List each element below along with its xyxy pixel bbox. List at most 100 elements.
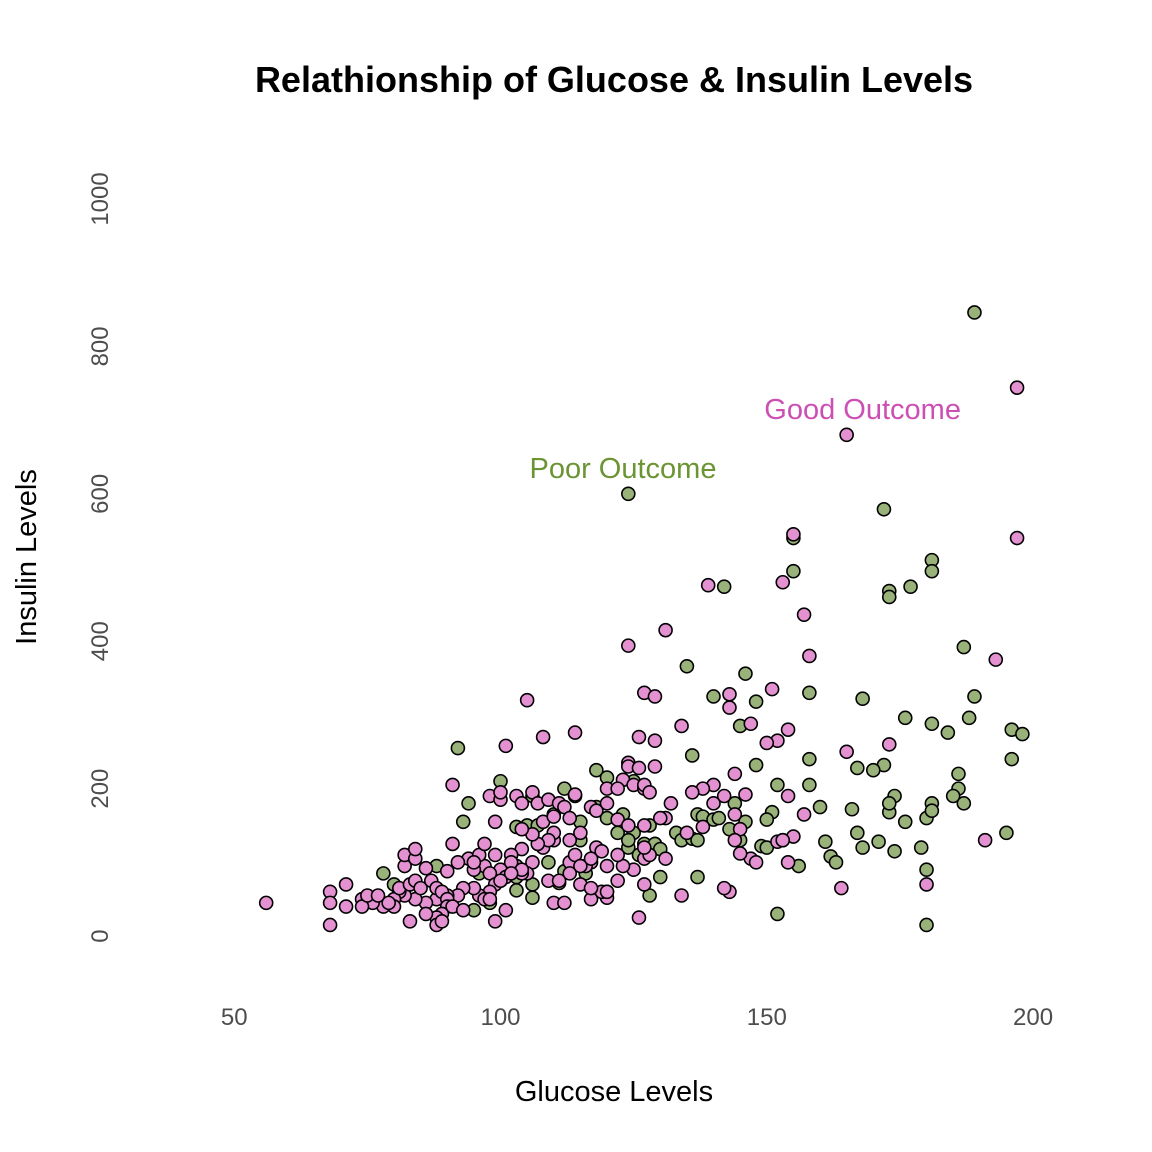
- data-point: [786, 527, 801, 542]
- data-point: [802, 751, 817, 767]
- data-point: [679, 825, 695, 841]
- data-point: [881, 796, 897, 811]
- data-point: [977, 832, 993, 848]
- data-point: [850, 825, 865, 841]
- data-point: [589, 803, 604, 819]
- data-point: [1015, 726, 1030, 742]
- data-point: [727, 766, 743, 782]
- data-point: [450, 740, 466, 756]
- data-point: [770, 777, 785, 793]
- data-point: [642, 785, 657, 800]
- data-point: [322, 917, 338, 933]
- data-point: [674, 718, 689, 734]
- data-point: [487, 913, 503, 929]
- data-point: [674, 888, 689, 903]
- data-point: [514, 821, 530, 837]
- data-point: [865, 762, 881, 778]
- data-point: [445, 777, 460, 793]
- data-point: [881, 589, 897, 605]
- data-point: [716, 788, 732, 804]
- data-point: [802, 777, 817, 793]
- data-point: [647, 733, 663, 749]
- data-point: [567, 787, 583, 802]
- data-point: [338, 899, 354, 914]
- data-point: [525, 890, 540, 906]
- y-axis-title: Insulin Levels: [11, 469, 43, 645]
- data-point: [439, 863, 455, 879]
- data-point: [461, 796, 476, 811]
- data-point: [684, 785, 700, 800]
- data-point: [418, 860, 434, 876]
- data-point: [599, 884, 615, 900]
- data-point: [743, 716, 759, 732]
- data-point: [658, 622, 673, 638]
- data-point: [631, 760, 647, 776]
- data-point: [780, 788, 796, 804]
- data-point: [924, 716, 940, 732]
- data-point: [871, 834, 886, 849]
- data-point: [802, 648, 817, 664]
- y-tick-label: 1000: [87, 172, 114, 225]
- data-point: [748, 757, 764, 773]
- data-point: [636, 818, 652, 833]
- data-point: [477, 836, 492, 852]
- data-point: [413, 880, 428, 896]
- data-point: [988, 652, 1004, 667]
- data-point: [583, 851, 599, 866]
- data-point: [551, 873, 567, 889]
- data-point: [919, 877, 934, 892]
- data-point: [599, 858, 615, 874]
- data-point: [514, 796, 530, 811]
- data-point: [583, 880, 599, 896]
- y-tick-label: 400: [87, 621, 114, 661]
- data-point: [828, 855, 844, 870]
- data-point: [594, 843, 609, 859]
- data-point: [727, 807, 743, 822]
- data-point: [945, 788, 961, 804]
- data-point: [487, 814, 503, 830]
- data-point: [338, 877, 354, 892]
- data-point: [700, 577, 716, 593]
- annotations: Poor Outcome Good Outcome: [529, 394, 960, 485]
- data-point: [487, 847, 503, 863]
- data-point: [376, 866, 391, 881]
- data-point: [716, 579, 732, 594]
- data-point: [381, 895, 396, 911]
- data-point: [519, 692, 535, 708]
- data-point: [759, 735, 775, 751]
- data-point: [652, 869, 668, 885]
- data-point: [636, 877, 652, 892]
- data-point: [967, 689, 982, 704]
- annotation-label: Good Outcome: [764, 394, 961, 426]
- data-point: [445, 836, 460, 852]
- x-tick-label: 50: [221, 1004, 248, 1031]
- data-point: [258, 895, 274, 911]
- data-point: [690, 869, 705, 885]
- data-point: [956, 796, 972, 811]
- data-point: [812, 799, 828, 815]
- data-point: [876, 501, 892, 517]
- data-point: [967, 305, 982, 320]
- data-point: [450, 855, 466, 870]
- data-point: [759, 812, 775, 827]
- data-point: [897, 814, 913, 830]
- data-point: [738, 666, 753, 681]
- data-point: [589, 762, 604, 778]
- data-point: [855, 840, 870, 855]
- data-point: [482, 891, 498, 907]
- data-point: [370, 888, 386, 903]
- data-point: [924, 563, 940, 579]
- data-point: [839, 744, 854, 760]
- data-point: [1009, 380, 1025, 395]
- data-point: [796, 607, 812, 622]
- data-point: [434, 913, 450, 929]
- data-point: [706, 689, 721, 704]
- data-point: [764, 681, 780, 697]
- data-point: [567, 725, 583, 740]
- data-point: [663, 796, 679, 811]
- data-point: [1009, 530, 1025, 546]
- data-point: [775, 832, 791, 848]
- data-point: [535, 729, 551, 745]
- data-point: [919, 917, 934, 933]
- data-point: [541, 855, 556, 870]
